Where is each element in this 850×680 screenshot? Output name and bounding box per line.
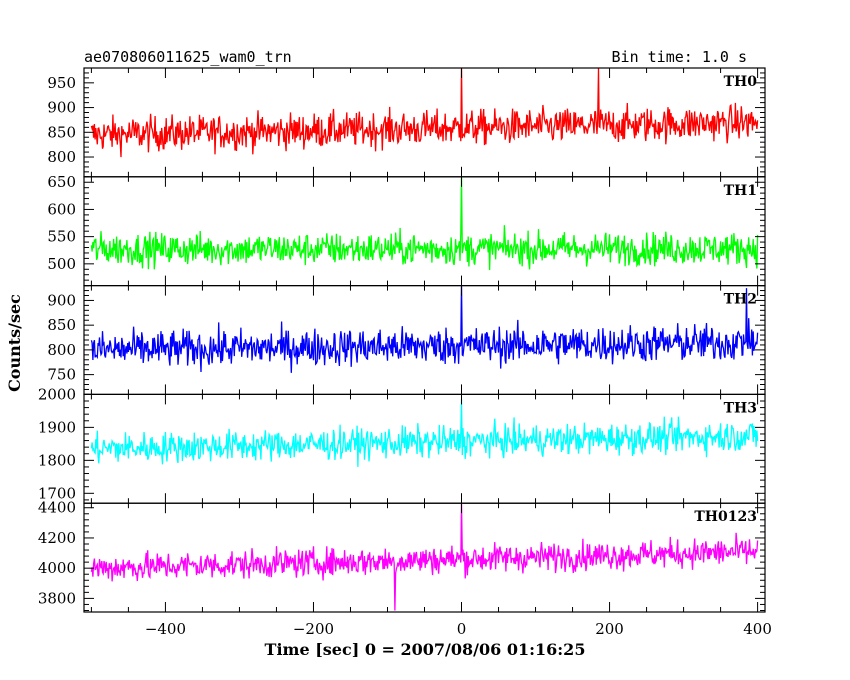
y-tick-label: 550 bbox=[47, 228, 76, 246]
y-tick-label: 1800 bbox=[38, 451, 76, 469]
y-tick-label: 4200 bbox=[38, 529, 76, 547]
chart-title: ae070806011625_wam0_trn bbox=[84, 48, 292, 66]
panels: 800 850 900 950 TH0 500 550 600 650 TH1 750 800 850 9… bbox=[38, 67, 766, 613]
y-tick-label: 850 bbox=[47, 316, 76, 334]
y-tick-label: 4400 bbox=[38, 499, 76, 517]
y-tick-label: 800 bbox=[47, 341, 76, 359]
x-tick-label: 400 bbox=[743, 620, 772, 638]
series-line-th1 bbox=[90, 176, 759, 271]
panel-label-th3: TH3 bbox=[724, 400, 757, 416]
y-tick-label: 850 bbox=[47, 123, 76, 141]
panel-label-th0123: TH0123 bbox=[694, 509, 757, 525]
x-tick-label: −400 bbox=[145, 620, 186, 638]
x-tick-label: 200 bbox=[595, 620, 624, 638]
panel-th0: 800 850 900 950 TH0 bbox=[47, 67, 766, 178]
bin-time-label: Bin time: 1.0 s bbox=[612, 48, 747, 66]
y-tick-label: 900 bbox=[47, 99, 76, 117]
y-tick-label: 1700 bbox=[38, 484, 76, 502]
panel-label-th2: TH2 bbox=[724, 292, 757, 308]
y-tick-label: 800 bbox=[47, 148, 76, 166]
y-tick-label: 2000 bbox=[38, 385, 76, 403]
series-line-th2 bbox=[90, 285, 759, 373]
y-tick-label: 4000 bbox=[38, 559, 76, 577]
panel-label-th1: TH1 bbox=[724, 183, 757, 199]
panel-th1: 500 550 600 650 TH1 bbox=[47, 173, 766, 287]
panel-label-th0: TH0 bbox=[724, 74, 758, 90]
series-line-th3 bbox=[90, 399, 759, 467]
panel-frame bbox=[83, 176, 766, 287]
y-tick-label: 3800 bbox=[38, 589, 76, 607]
series-line-th0 bbox=[90, 68, 759, 158]
panel-th0123: 3800 4000 4200 4400 TH0123 bbox=[38, 499, 766, 613]
y-tick-label: 650 bbox=[47, 173, 76, 191]
y-tick-label: 600 bbox=[47, 200, 76, 218]
y-axis-label: Counts/sec bbox=[5, 294, 24, 392]
y-tick-label: 500 bbox=[47, 255, 76, 273]
y-tick-label: 750 bbox=[47, 366, 76, 384]
y-tick-label: 950 bbox=[47, 74, 76, 92]
x-axis: −400 −200 0 200 400 bbox=[145, 620, 772, 638]
y-tick-label: 1900 bbox=[38, 418, 76, 436]
y-tick-label: 900 bbox=[47, 291, 76, 309]
series-line-th0123 bbox=[90, 503, 759, 611]
panel-th2: 750 800 850 900 TH2 bbox=[47, 285, 766, 396]
panel-th3: 1700 1800 1900 2000 TH3 bbox=[38, 385, 766, 504]
x-tick-label: −200 bbox=[293, 620, 334, 638]
x-axis-label: Time [sec] 0 = 2007/08/06 01:16:25 bbox=[265, 640, 586, 659]
x-tick-label: 0 bbox=[457, 620, 467, 638]
